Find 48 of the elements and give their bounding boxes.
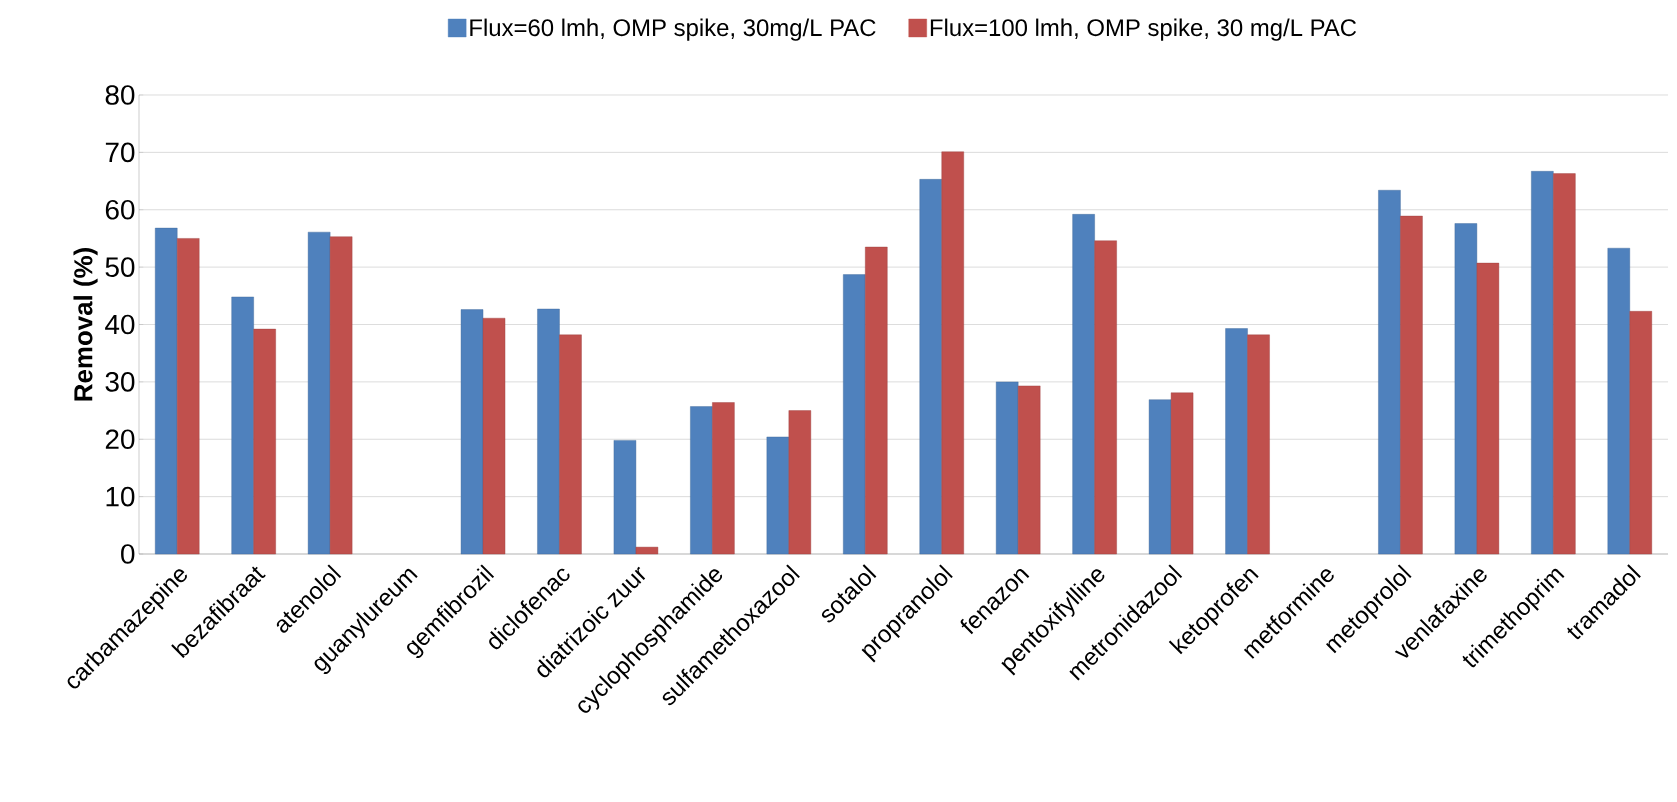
bar <box>307 231 331 555</box>
y-tick-label: 60 <box>105 199 135 220</box>
legend-label: Flux=60 lmh, OMP spike, 30mg/L PAC <box>470 18 876 41</box>
bar <box>1378 190 1401 555</box>
bar <box>559 334 582 555</box>
bar <box>1225 328 1248 555</box>
bar <box>613 440 637 555</box>
bar <box>788 410 812 555</box>
y-tick-label: 10 <box>106 486 135 507</box>
bar <box>1607 247 1630 555</box>
y-tick-label: 30 <box>105 372 135 392</box>
bar <box>1247 334 1270 555</box>
bar <box>1400 215 1423 555</box>
bar <box>1017 385 1041 555</box>
bar <box>482 317 506 555</box>
bar <box>1454 223 1478 555</box>
bar <box>919 179 942 555</box>
bar <box>1148 399 1172 555</box>
y-tick-label: 70 <box>105 142 135 163</box>
bar <box>941 151 964 555</box>
legend-label: Flux=100 lmh, OMP spike, 30 mg/L PAC <box>930 18 1357 41</box>
bar <box>537 308 560 555</box>
y-axis-title: Removal (%) <box>73 248 98 401</box>
bar <box>1476 262 1500 555</box>
bar <box>995 381 1019 555</box>
bar <box>766 436 790 555</box>
bar <box>231 296 254 555</box>
bar <box>1170 392 1194 555</box>
bar <box>1072 214 1095 555</box>
bar <box>1094 240 1117 555</box>
y-tick-label: 50 <box>105 257 135 277</box>
bar <box>1531 171 1554 555</box>
y-tick-label: 0 <box>121 544 135 564</box>
bar <box>460 309 484 555</box>
bar <box>1553 173 1576 555</box>
bar <box>690 406 713 555</box>
bar <box>843 274 866 555</box>
y-tick-label: 40 <box>105 314 135 335</box>
bar <box>253 328 276 555</box>
bar <box>329 236 353 555</box>
y-tick-label: 80 <box>105 85 135 105</box>
bar <box>1629 311 1652 555</box>
y-tick-label: 20 <box>105 429 135 450</box>
bar <box>155 227 178 555</box>
bar <box>712 402 735 555</box>
bar <box>177 238 200 555</box>
bar <box>635 546 659 555</box>
bar <box>865 246 888 555</box>
